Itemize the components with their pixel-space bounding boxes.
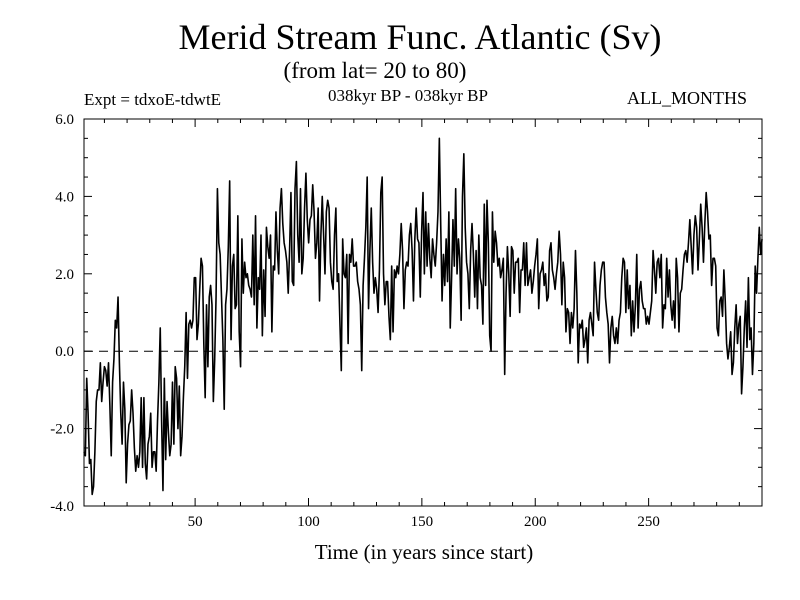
chart-title: Merid Stream Func. Atlantic (Sv) — [178, 17, 662, 57]
chart-subtitle: (from lat= 20 to 80) — [283, 58, 467, 83]
x-tick-label: 150 — [411, 514, 434, 530]
period-label: 038kyr BP - 038kyr BP — [328, 86, 488, 105]
x-axis-label: Time (in years since start) — [315, 540, 534, 564]
x-tick-label: 50 — [188, 514, 203, 530]
y-tick-label: 2.0 — [55, 267, 74, 283]
x-tick-label: 100 — [297, 514, 320, 530]
y-tick-label: 4.0 — [55, 189, 74, 205]
x-tick-label: 250 — [637, 514, 660, 530]
y-tick-label: 0.0 — [55, 344, 74, 360]
series-line-0 — [83, 137, 763, 496]
y-tick-label: -4.0 — [50, 499, 74, 515]
y-tick-label: 6.0 — [55, 112, 74, 128]
y-tick-label: -2.0 — [50, 422, 74, 438]
months-label: ALL_MONTHS — [627, 88, 747, 108]
experiment-label: Expt = tdxoE-tdwtE — [84, 90, 222, 109]
x-tick-label: 200 — [524, 514, 547, 530]
